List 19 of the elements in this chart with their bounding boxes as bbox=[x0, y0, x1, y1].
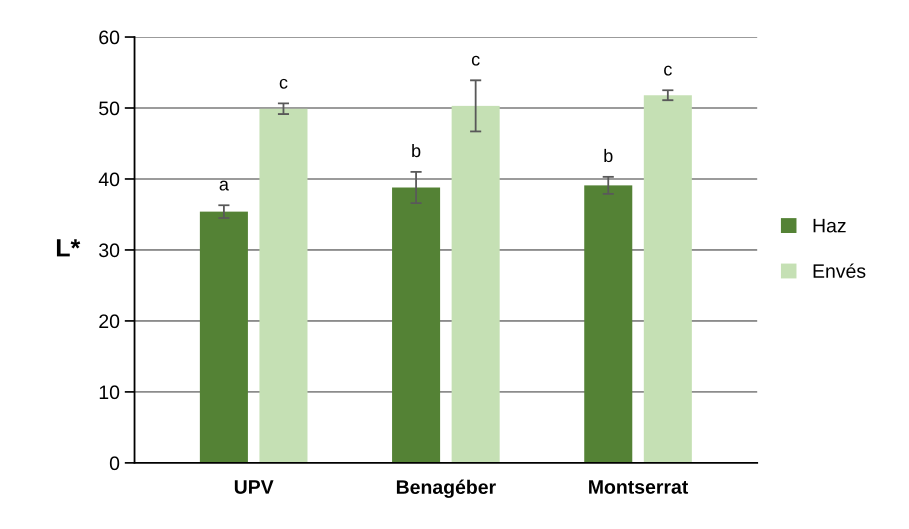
y-tick-label: 40 bbox=[98, 172, 120, 186]
y-tick-label: 30 bbox=[99, 243, 120, 258]
data-label: c bbox=[280, 78, 288, 89]
data-label: c bbox=[664, 66, 672, 76]
y-tick-label: 0 bbox=[110, 456, 120, 470]
data-label: b bbox=[604, 148, 613, 162]
y-tick-label: 60 bbox=[99, 30, 120, 44]
y-axis-title: L* bbox=[56, 239, 80, 256]
legend-label: Haz bbox=[814, 218, 846, 232]
y-tick-label: 10 bbox=[100, 385, 120, 400]
x-tick-label: Benagéber bbox=[396, 480, 496, 498]
data-label: a bbox=[220, 180, 229, 191]
y-tick-label: 50 bbox=[99, 101, 120, 116]
x-tick-label: Montserrat bbox=[589, 480, 688, 494]
x-tick-label: UPV bbox=[234, 480, 274, 494]
data-label: c bbox=[472, 56, 480, 66]
legend-label: Envés bbox=[814, 263, 866, 278]
y-tick-label: 20 bbox=[99, 314, 120, 328]
data-label: b bbox=[412, 144, 420, 158]
